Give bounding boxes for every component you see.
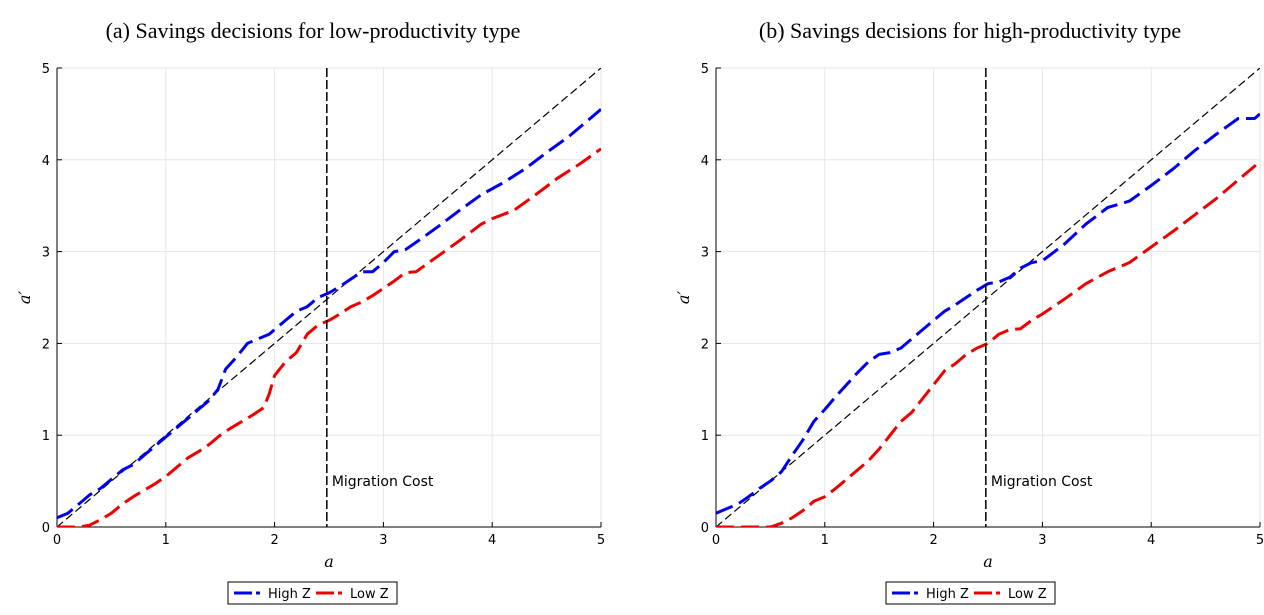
y-tick-label: 0 — [42, 521, 50, 536]
legend-label-low-z: Low Z — [350, 587, 389, 602]
series-line-low-z — [716, 160, 1260, 527]
y-tick-label: 0 — [701, 521, 709, 536]
y-tick-label: 1 — [701, 429, 709, 444]
migration-cost-label: Migration Cost — [332, 474, 434, 490]
series-line-high-z — [57, 108, 601, 520]
x-tick-label: 2 — [270, 533, 278, 548]
plot-area — [57, 68, 601, 527]
y-tick-label: 2 — [701, 337, 709, 352]
series-line-high-z — [716, 112, 1260, 515]
y-tick-label: 5 — [42, 62, 50, 77]
y-axis-label: a′ — [15, 291, 34, 305]
legend-box — [227, 581, 398, 605]
x-tick-label: 3 — [379, 533, 387, 548]
legend-label-high-z: High Z — [926, 587, 969, 602]
chart-title: (a) Savings decisions for low-productivi… — [106, 18, 521, 43]
x-tick-label: 2 — [929, 533, 937, 548]
y-tick-label: 3 — [701, 246, 709, 261]
legend: High Z Low Z — [885, 581, 1056, 605]
y-tick-label: 5 — [701, 62, 709, 77]
series-line-low-z — [57, 147, 601, 527]
plot-area — [716, 68, 1260, 527]
chart-panel-a: (a) Savings decisions for low-productivi… — [15, 18, 605, 605]
x-tick-label: 0 — [53, 533, 61, 548]
y-tick-label: 4 — [42, 154, 50, 169]
y-tick-label: 4 — [701, 154, 709, 169]
x-tick-label: 5 — [597, 533, 605, 548]
x-tick-label: 1 — [821, 533, 829, 548]
x-tick-label: 0 — [712, 533, 720, 548]
migration-cost-label: Migration Cost — [991, 474, 1093, 490]
x-axis-label: a — [324, 552, 334, 571]
chart-panel-b: (b) Savings decisions for high-productiv… — [674, 18, 1264, 605]
y-tick-label: 3 — [42, 246, 50, 261]
reference-45-degree-line — [716, 68, 1260, 527]
legend-box — [885, 581, 1056, 605]
x-tick-label: 3 — [1038, 533, 1046, 548]
x-tick-label: 5 — [1256, 533, 1264, 548]
chart-title: (b) Savings decisions for high-productiv… — [759, 18, 1181, 43]
y-tick-label: 2 — [42, 337, 50, 352]
legend-label-high-z: High Z — [268, 587, 311, 602]
x-tick-label: 4 — [488, 533, 496, 548]
x-tick-label: 1 — [162, 533, 170, 548]
reference-45-degree-line — [57, 68, 601, 527]
legend-label-low-z: Low Z — [1008, 587, 1047, 602]
y-axis-label: a′ — [674, 291, 693, 305]
x-tick-label: 4 — [1147, 533, 1155, 548]
x-axis-label: a — [983, 552, 993, 571]
y-tick-label: 1 — [42, 429, 50, 444]
legend: High Z Low Z — [227, 581, 398, 605]
